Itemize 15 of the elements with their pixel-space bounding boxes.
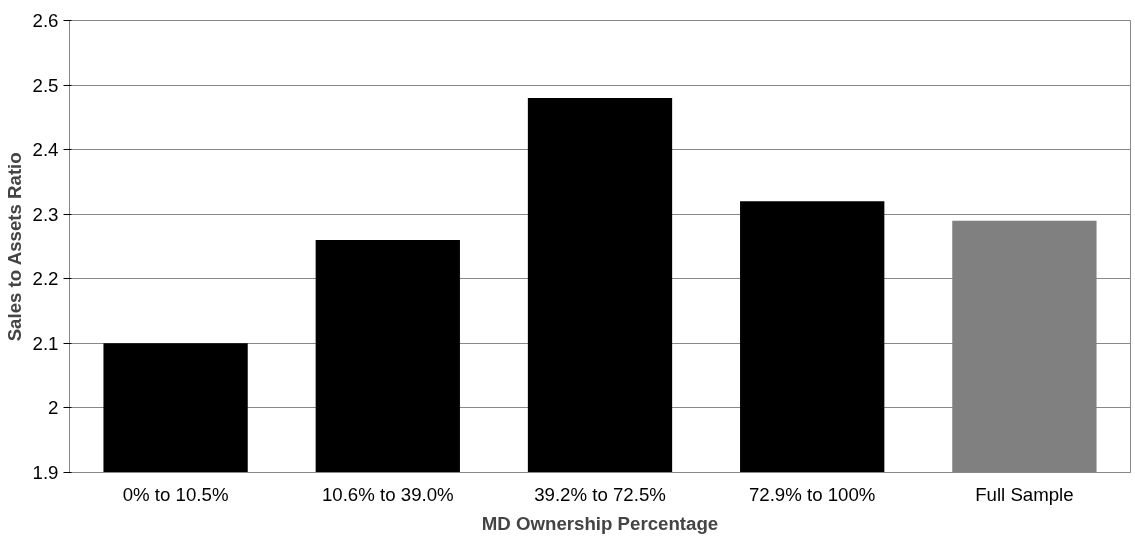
y-tick-label: 2.3 [32,203,59,225]
y-tick-label: 2.1 [32,332,59,354]
y-tick-label: 2 [48,397,59,419]
x-tick-label: 39.2% to 72.5% [534,483,666,505]
x-axis-title: MD Ownership Percentage [481,512,719,534]
y-tick-label: 2.6 [32,10,59,31]
y-tick-label: 2.2 [32,268,59,290]
x-tick-label: Full Sample [975,483,1074,505]
y-tick-label: 1.9 [32,462,59,483]
x-tick-label: 0% to 10.5% [122,483,229,505]
x-tick-label: 72.9% to 100% [748,483,876,505]
y-axis-title: Sales to Assets Ratio [3,152,25,342]
y-tick-label: 2.4 [32,139,59,161]
y-tick-label: 2.5 [32,74,59,96]
x-tick-label: 10.6% to 39.0% [321,483,454,505]
